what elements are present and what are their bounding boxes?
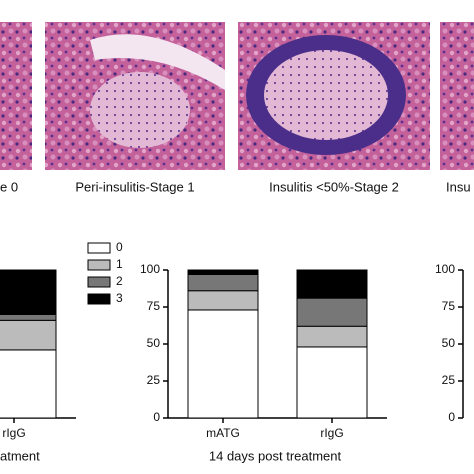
bar-segment	[296, 346, 368, 419]
bar-segment	[0, 319, 57, 351]
legend-label: 1	[116, 257, 123, 271]
bar-segment	[187, 290, 259, 311]
legend-label: 0	[116, 240, 123, 254]
bar-segment	[0, 269, 57, 315]
y-tick-label: 0	[448, 410, 455, 424]
micrographs	[0, 22, 474, 170]
image-label: Peri-insulitis-Stage 1	[75, 179, 194, 194]
bar-segment	[187, 269, 259, 275]
micrograph	[440, 22, 474, 170]
y-tick-label: 100	[140, 262, 160, 276]
y-tick-label: 25	[442, 373, 456, 387]
image-label: Insu	[446, 179, 471, 194]
x-tick-label: mATG	[206, 426, 240, 440]
legend-swatch	[87, 259, 111, 271]
vessel	[90, 34, 225, 90]
bar-segment	[187, 309, 259, 419]
legend-label: 2	[116, 274, 123, 288]
axis-title: 14 days post treatment	[209, 448, 342, 463]
bar-segment	[296, 325, 368, 348]
islet	[90, 72, 190, 148]
y-tick-label: 100	[435, 262, 455, 276]
legend-swatch	[87, 242, 111, 254]
y-tick-label: 0	[153, 410, 160, 424]
x-tick-label: rIgG	[2, 426, 25, 440]
legend-swatch	[87, 293, 111, 305]
bar-segment	[0, 313, 57, 321]
y-tick-label: 50	[147, 336, 161, 350]
micrograph	[0, 22, 32, 170]
y-tick-label: 25	[147, 373, 161, 387]
x-tick-label: rIgG	[320, 426, 343, 440]
axis-title: atment	[0, 448, 40, 463]
legend-swatch	[87, 276, 111, 288]
islet	[264, 50, 388, 140]
y-tick-label: 75	[147, 299, 161, 313]
bar-segment	[187, 273, 259, 292]
y-tick-label: 75	[442, 299, 456, 313]
legend-label: 3	[116, 291, 123, 305]
y-tick-label: 50	[442, 336, 456, 350]
bar-segment	[0, 349, 57, 419]
bar-segment	[296, 297, 368, 327]
image-label: Insulitis <50%-Stage 2	[269, 179, 399, 194]
image-label: e 0	[0, 179, 18, 194]
bar-segment	[296, 269, 368, 299]
